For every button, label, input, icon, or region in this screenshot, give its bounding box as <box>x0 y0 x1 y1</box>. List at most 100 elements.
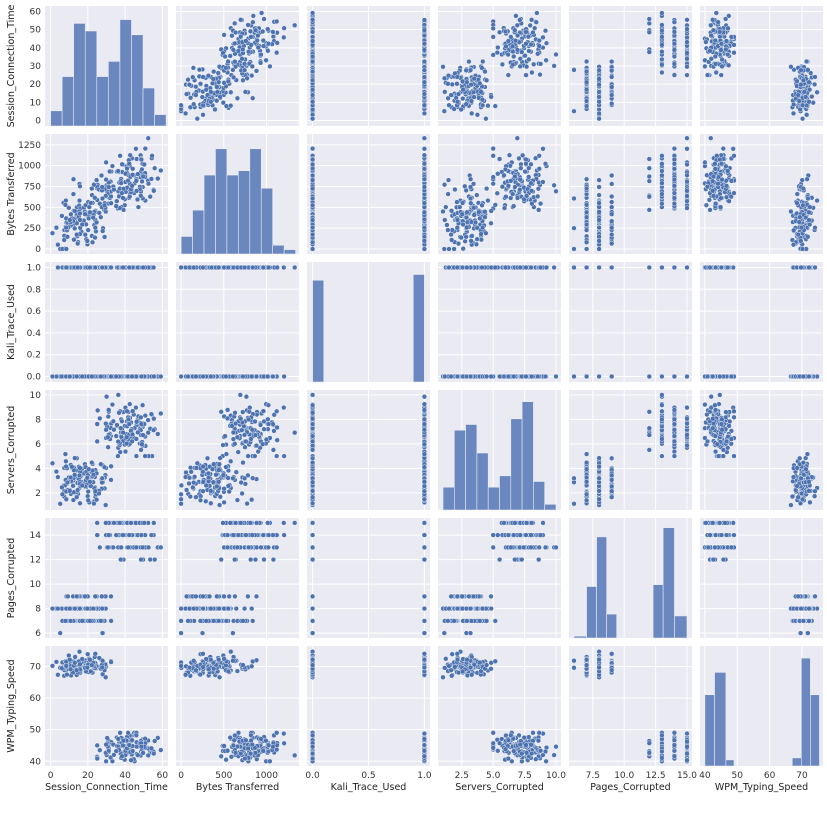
scatter-point <box>249 63 255 70</box>
scatter-point <box>671 373 678 380</box>
scatter-point <box>583 239 590 245</box>
scatter-point <box>232 58 238 65</box>
panel-sct-vs-pc <box>569 6 692 126</box>
scatter-point <box>421 91 428 97</box>
scatter-point <box>529 69 535 76</box>
histogram-bar <box>283 249 296 255</box>
scatter-point <box>710 193 717 199</box>
scatter-point <box>712 61 719 67</box>
panel-bt-vs-bt <box>176 134 299 255</box>
scatter-point <box>135 429 141 436</box>
scatter-point <box>142 413 148 419</box>
scatter-point <box>684 64 690 70</box>
scatter-point <box>713 69 719 76</box>
scatter-point <box>537 71 543 78</box>
scatter-point <box>225 264 231 271</box>
scatter-point <box>814 89 820 95</box>
scatter-point <box>446 102 452 108</box>
scatter-point <box>723 38 730 44</box>
scatter-point <box>726 198 732 204</box>
scatter-point <box>265 402 272 408</box>
scatter-point <box>646 194 652 200</box>
scatter-point <box>527 22 533 29</box>
scatter-point <box>197 81 204 87</box>
scatter-point <box>449 81 455 88</box>
scatter-point <box>728 373 735 380</box>
scatter-point <box>134 188 140 194</box>
scatter-point <box>536 207 542 213</box>
scatter-point <box>542 161 549 167</box>
scatter-point <box>596 67 602 73</box>
scatter-point <box>523 72 529 78</box>
scatter-point <box>130 166 136 172</box>
scatter-point <box>281 405 287 411</box>
scatter-point <box>421 451 428 457</box>
scatter-point <box>800 373 807 380</box>
scatter-point <box>238 17 244 23</box>
scatter-point <box>281 25 287 31</box>
scatter-point <box>796 219 802 225</box>
panel-sct-vs-wpm <box>700 6 823 126</box>
scatter-point <box>805 234 811 240</box>
scatter-point <box>75 487 81 493</box>
panel-ktu-vs-sct <box>45 262 168 382</box>
scatter-point <box>671 53 678 60</box>
scatter-point <box>583 246 590 252</box>
scatter-point <box>703 202 710 208</box>
panel-background <box>569 262 692 382</box>
scatter-point <box>252 27 259 33</box>
scatter-point <box>109 402 116 408</box>
scatter-point <box>534 10 540 16</box>
scatter-point <box>798 264 804 271</box>
scatter-point <box>158 410 164 417</box>
scatter-point <box>519 152 526 158</box>
scatter-point <box>523 264 529 271</box>
scatter-point <box>194 116 200 122</box>
panel-sc-vs-pc <box>569 390 692 510</box>
scatter-point <box>583 186 590 192</box>
scatter-point <box>596 264 602 271</box>
scatter-point <box>454 373 461 380</box>
scatter-point <box>59 484 65 491</box>
scatter-point <box>120 429 126 436</box>
scatter-point <box>258 60 264 66</box>
scatter-point <box>463 234 469 240</box>
scatter-point <box>138 156 145 163</box>
scatter-point <box>798 67 804 73</box>
scatter-point <box>63 264 69 271</box>
scatter-point <box>310 202 316 208</box>
scatter-point <box>551 182 557 188</box>
scatter-point <box>183 110 189 117</box>
scatter-point <box>235 48 242 54</box>
scatter-point <box>492 103 498 109</box>
scatter-point <box>151 416 157 422</box>
panel-sc-vs-bt <box>176 390 299 510</box>
scatter-point <box>90 472 97 478</box>
scatter-point <box>794 200 800 206</box>
scatter-point <box>208 99 214 105</box>
scatter-point <box>457 204 463 210</box>
scatter-point <box>723 46 729 53</box>
scatter-point <box>145 430 151 436</box>
scatter-point <box>717 373 723 380</box>
scatter-point <box>310 17 316 23</box>
scatter-point <box>310 225 316 231</box>
scatter-point <box>203 87 209 93</box>
scatter-point <box>528 373 535 380</box>
scatter-point <box>720 146 726 152</box>
scatter-point <box>247 28 254 34</box>
histogram-bar <box>476 452 489 511</box>
scatter-point <box>119 161 125 167</box>
scatter-point <box>708 32 714 39</box>
scatter-point <box>511 53 517 60</box>
scatter-point <box>421 225 428 231</box>
scatter-point <box>97 415 103 422</box>
scatter-point <box>684 172 690 178</box>
scatter-point <box>67 488 73 494</box>
scatter-point <box>730 146 736 152</box>
scatter-point <box>469 110 475 117</box>
scatter-point <box>87 479 93 485</box>
scatter-point <box>518 165 524 171</box>
scatter-point <box>684 146 690 152</box>
scatter-point <box>310 232 316 238</box>
